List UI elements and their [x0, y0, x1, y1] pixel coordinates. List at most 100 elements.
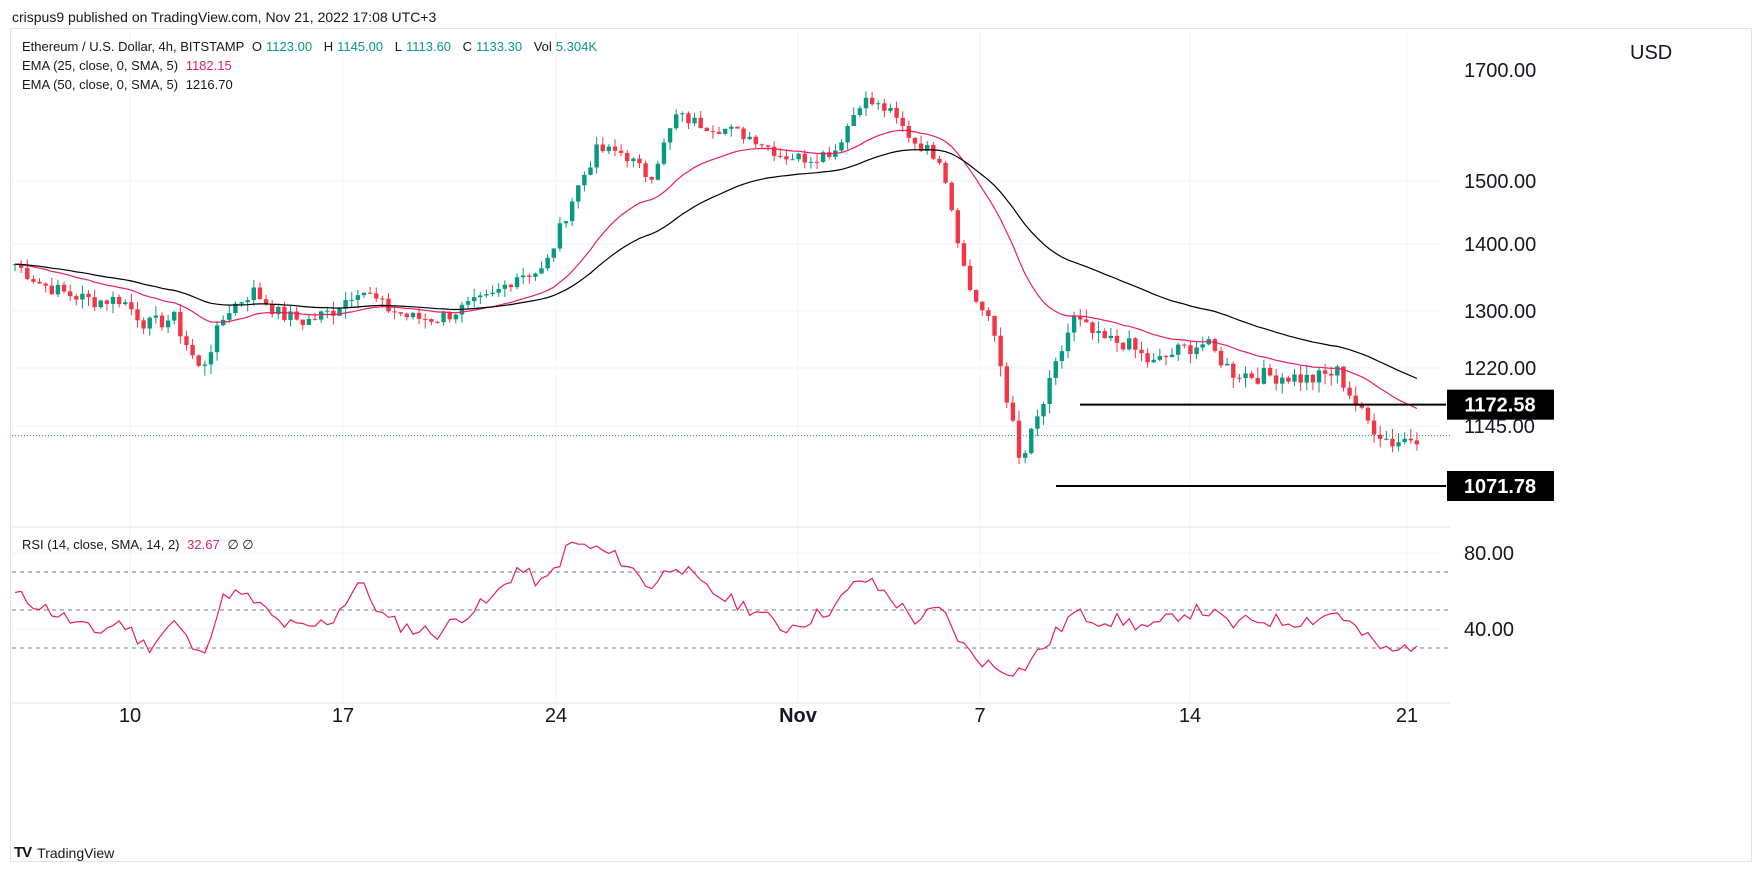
- candle-body: [802, 153, 807, 163]
- candle-body: [1102, 331, 1107, 339]
- level-tag: [1447, 389, 1554, 420]
- candle-body: [1273, 375, 1279, 384]
- candle-body: [778, 155, 783, 157]
- candle-body: [1096, 331, 1101, 334]
- candle-body: [582, 174, 587, 186]
- candle-body: [845, 125, 850, 143]
- time-axis-label: 7: [974, 705, 985, 727]
- candle-body: [306, 318, 312, 325]
- candle-body: [1151, 359, 1156, 363]
- candle-body: [416, 312, 422, 319]
- candle-body: [227, 313, 232, 320]
- candle-body: [1255, 377, 1260, 384]
- footer-brand[interactable]: TV TradingView: [14, 844, 114, 861]
- candle-body: [153, 315, 159, 318]
- candle-body: [147, 317, 152, 329]
- candle-body: [37, 281, 42, 284]
- candle-body: [490, 292, 495, 295]
- candle-body: [374, 293, 379, 299]
- candle-body: [318, 311, 324, 320]
- candle-body: [1341, 366, 1346, 388]
- candle-body: [747, 136, 752, 140]
- candle-body: [429, 319, 434, 322]
- symbol-title[interactable]: Ethereum / U.S. Dollar, 4h, BITSTAMP: [22, 39, 245, 54]
- open-label: O: [251, 39, 263, 54]
- ema50-legend[interactable]: EMA (50, close, 0, SMA, 5) 1216.70: [22, 77, 237, 92]
- candle-body: [937, 158, 942, 163]
- publish-info: crispus9 published on TradingView.com, N…: [12, 9, 437, 25]
- candle-body: [1365, 407, 1371, 421]
- candle-body: [967, 265, 973, 291]
- candle-body: [569, 201, 575, 222]
- candle-body: [808, 161, 814, 163]
- candle-body: [741, 128, 746, 140]
- chart-frame: [10, 28, 1752, 862]
- candle-body: [43, 283, 48, 286]
- candle-body: [876, 103, 881, 105]
- candle-body: [551, 248, 556, 258]
- candle-body: [1329, 373, 1334, 376]
- candle-body: [214, 325, 220, 353]
- candle-body: [208, 352, 214, 365]
- candle-body: [955, 210, 961, 244]
- candle-body: [1243, 373, 1248, 379]
- candle-body: [980, 301, 985, 311]
- candle-body: [392, 311, 397, 313]
- candle-body: [1029, 428, 1034, 454]
- candle-body: [1267, 367, 1273, 376]
- candle-body: [1304, 374, 1309, 383]
- candle-body: [1384, 438, 1389, 440]
- candle-body: [533, 273, 538, 277]
- candle-body: [961, 243, 967, 266]
- candle-body: [478, 295, 483, 298]
- candle-body: [1218, 350, 1224, 366]
- candle-body: [263, 299, 269, 305]
- candle-body: [1157, 356, 1163, 360]
- candle-body: [104, 300, 110, 304]
- candle-body: [410, 312, 416, 318]
- candle-body: [698, 117, 703, 128]
- candle-body: [594, 144, 599, 168]
- candle-body: [1059, 351, 1065, 362]
- candle-body: [1335, 366, 1340, 376]
- level-tag: [1447, 471, 1554, 501]
- candle-body: [484, 294, 489, 296]
- candle-body: [729, 126, 734, 129]
- candle-body: [912, 137, 918, 144]
- candle-body: [276, 306, 281, 315]
- candle-body: [1261, 367, 1267, 384]
- candle-body: [863, 97, 869, 109]
- candle-body: [1078, 315, 1083, 320]
- rsi-legend[interactable]: RSI (14, close, SMA, 14, 2) 32.67 ∅ ∅: [22, 537, 258, 553]
- rsi-extra: ∅ ∅: [227, 537, 254, 552]
- candle-body: [1310, 374, 1316, 383]
- price-axis-label: 1500.00: [1464, 171, 1536, 193]
- candle-body: [545, 257, 550, 269]
- candle-body: [123, 302, 128, 305]
- candle-body: [1231, 363, 1236, 378]
- candle-body: [1139, 349, 1144, 354]
- price-axis-label: 1300.00: [1464, 301, 1536, 323]
- candle-body: [674, 114, 679, 129]
- candle-body: [606, 146, 612, 152]
- candle-body: [1249, 373, 1254, 378]
- candle-body: [453, 314, 459, 320]
- candle-body: [190, 345, 195, 356]
- candle-body: [759, 144, 765, 146]
- candle-body: [1408, 438, 1414, 441]
- candle-body: [367, 292, 373, 294]
- ema25-legend[interactable]: EMA (25, close, 0, SMA, 5) 1182.15: [22, 58, 236, 73]
- candle-body: [1041, 403, 1046, 417]
- time-axis-label: 21: [1396, 705, 1418, 727]
- tradingview-logo-icon: TV: [14, 844, 32, 861]
- candle-body: [312, 318, 318, 320]
- rsi-label: RSI (14, close, SMA, 14, 2): [22, 537, 180, 552]
- candle-body: [1022, 453, 1028, 458]
- open-value: 1123.00: [266, 39, 313, 54]
- candle-body: [992, 315, 997, 336]
- candle-body: [74, 296, 79, 300]
- price-axis-label-top: 1700.00: [1464, 60, 1536, 82]
- candle-body: [55, 284, 61, 295]
- candle-body: [1200, 344, 1205, 348]
